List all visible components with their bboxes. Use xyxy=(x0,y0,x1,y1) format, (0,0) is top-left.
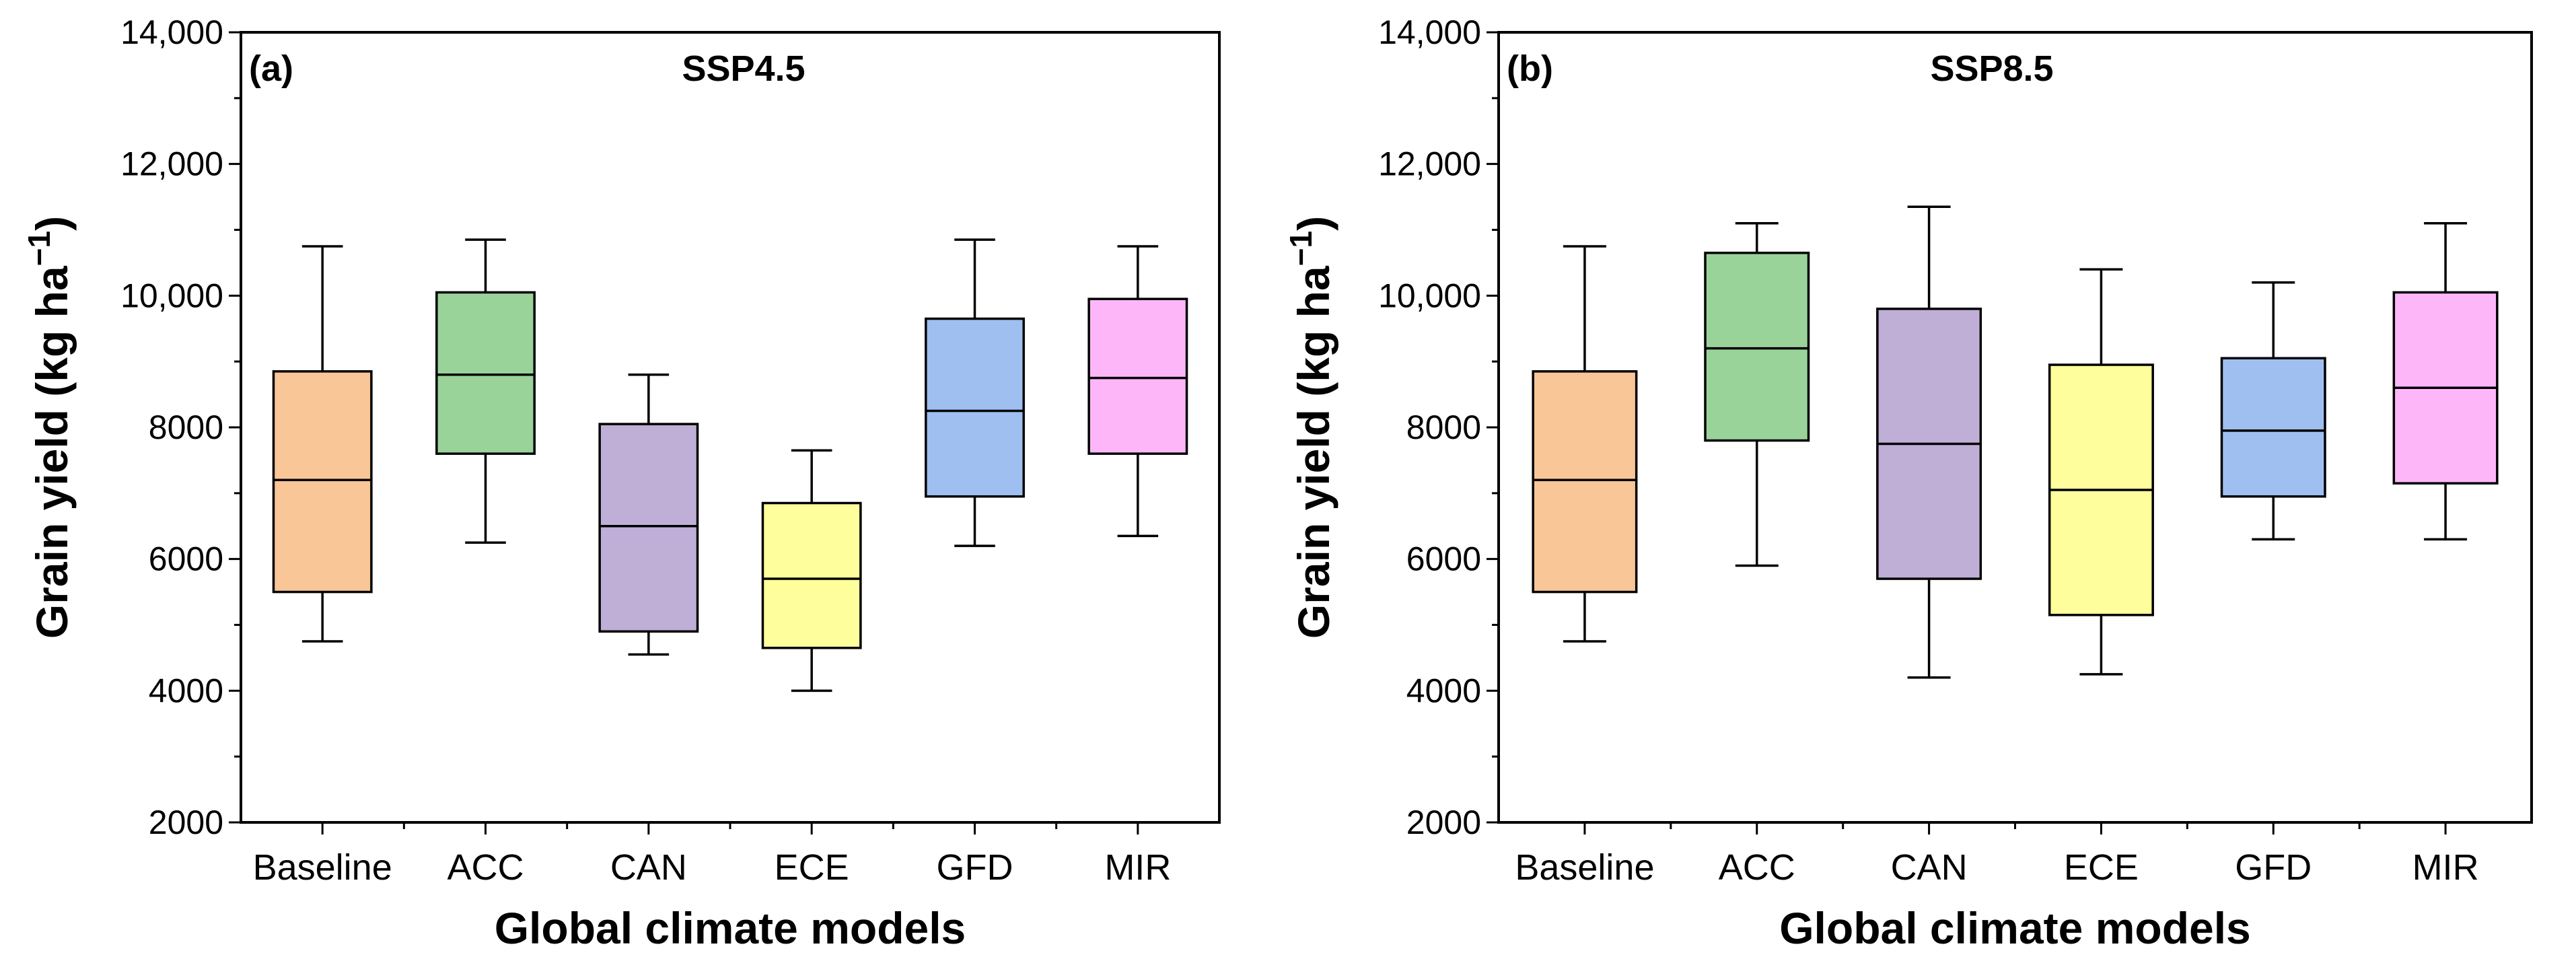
box-ece xyxy=(761,449,862,692)
x-tick-label: ECE xyxy=(775,847,849,888)
chart-panel-b: 2000 4000 6000 8000 10,000 12,000 14,000 Baseli… xyxy=(1283,13,2533,953)
y-axis-title-superscript: −1 xyxy=(22,231,57,266)
x-tick-label: CAN xyxy=(610,847,687,888)
box-gfd xyxy=(925,238,1025,547)
box-acc xyxy=(1704,221,1810,567)
panel-label: (a) xyxy=(249,48,293,89)
box-can xyxy=(1876,205,1982,679)
y-tick-label: 10,000 xyxy=(120,277,223,314)
y-axis-title-suffix: ) xyxy=(27,216,77,231)
y-tick-label: 14,000 xyxy=(120,13,223,51)
y-tick-label: 2000 xyxy=(1406,804,1481,841)
x-tick-label: MIR xyxy=(2412,847,2479,888)
panel-label: (b) xyxy=(1507,48,1553,89)
y-tick-label: 4000 xyxy=(149,672,223,709)
box-iqr xyxy=(1532,370,1638,594)
box-baseline xyxy=(272,245,373,643)
y-tick-label: 6000 xyxy=(1406,540,1481,578)
box-mir xyxy=(2392,221,2499,541)
y-tick-label: 10,000 xyxy=(1378,277,1481,314)
box-can xyxy=(598,373,699,656)
y-tick-label: 2000 xyxy=(149,804,223,841)
y-axis-title-main: Grain yield (kg ha xyxy=(1289,265,1338,639)
box-acc xyxy=(435,238,536,544)
box-baseline xyxy=(1532,245,1638,643)
plot-frame xyxy=(240,31,1221,824)
y-tick-label: 8000 xyxy=(149,409,223,446)
box-iqr xyxy=(925,317,1025,498)
y-axis-title-superscript: −1 xyxy=(1283,231,1318,266)
x-tick-label: GFD xyxy=(2235,847,2312,888)
x-axis-title: Global climate models xyxy=(1779,903,2251,953)
box-iqr xyxy=(2220,357,2326,498)
box-gfd xyxy=(2220,281,2326,541)
x-tick-label: Baseline xyxy=(253,847,392,888)
x-tick-label: GFD xyxy=(937,847,1013,888)
y-axis-title-main: Grain yield (kg ha xyxy=(27,265,77,639)
y-tick-label: 4000 xyxy=(1406,672,1481,709)
box-iqr xyxy=(435,291,536,455)
x-tick-label: ECE xyxy=(2064,847,2139,888)
y-tick-label: 6000 xyxy=(149,540,223,578)
scenario-title: SSP8.5 xyxy=(1930,48,2053,89)
y-tick-label: 8000 xyxy=(1406,409,1481,446)
x-tick-label: Baseline xyxy=(1515,847,1654,888)
x-tick-label: CAN xyxy=(1891,847,1968,888)
x-tick-label: MIR xyxy=(1104,847,1171,888)
x-axis-title: Global climate models xyxy=(495,903,966,953)
box-iqr xyxy=(598,423,699,633)
box-iqr xyxy=(272,370,373,594)
box-iqr xyxy=(1087,297,1188,455)
y-axis-title-suffix: ) xyxy=(1289,216,1338,231)
y-tick-label: 12,000 xyxy=(1378,145,1481,183)
y-axis-title: Grain yield (kg ha−1) xyxy=(1283,216,1338,639)
scenario-title: SSP4.5 xyxy=(682,48,805,89)
plot-frame xyxy=(1497,31,2533,824)
y-axis-title: Grain yield (kg ha−1) xyxy=(22,216,77,639)
y-tick-label: 12,000 xyxy=(120,145,223,183)
y-tick-label: 14,000 xyxy=(1378,13,1481,51)
box-iqr xyxy=(761,501,862,649)
x-tick-label: ACC xyxy=(447,847,524,888)
box-ece xyxy=(2048,268,2154,676)
box-iqr xyxy=(1704,251,1810,442)
chart-panel-a: 2000 4000 6000 8000 10,000 12,000 14,000 Baseli… xyxy=(22,13,1221,953)
x-tick-label: ACC xyxy=(1719,847,1795,888)
box-mir xyxy=(1087,245,1188,538)
